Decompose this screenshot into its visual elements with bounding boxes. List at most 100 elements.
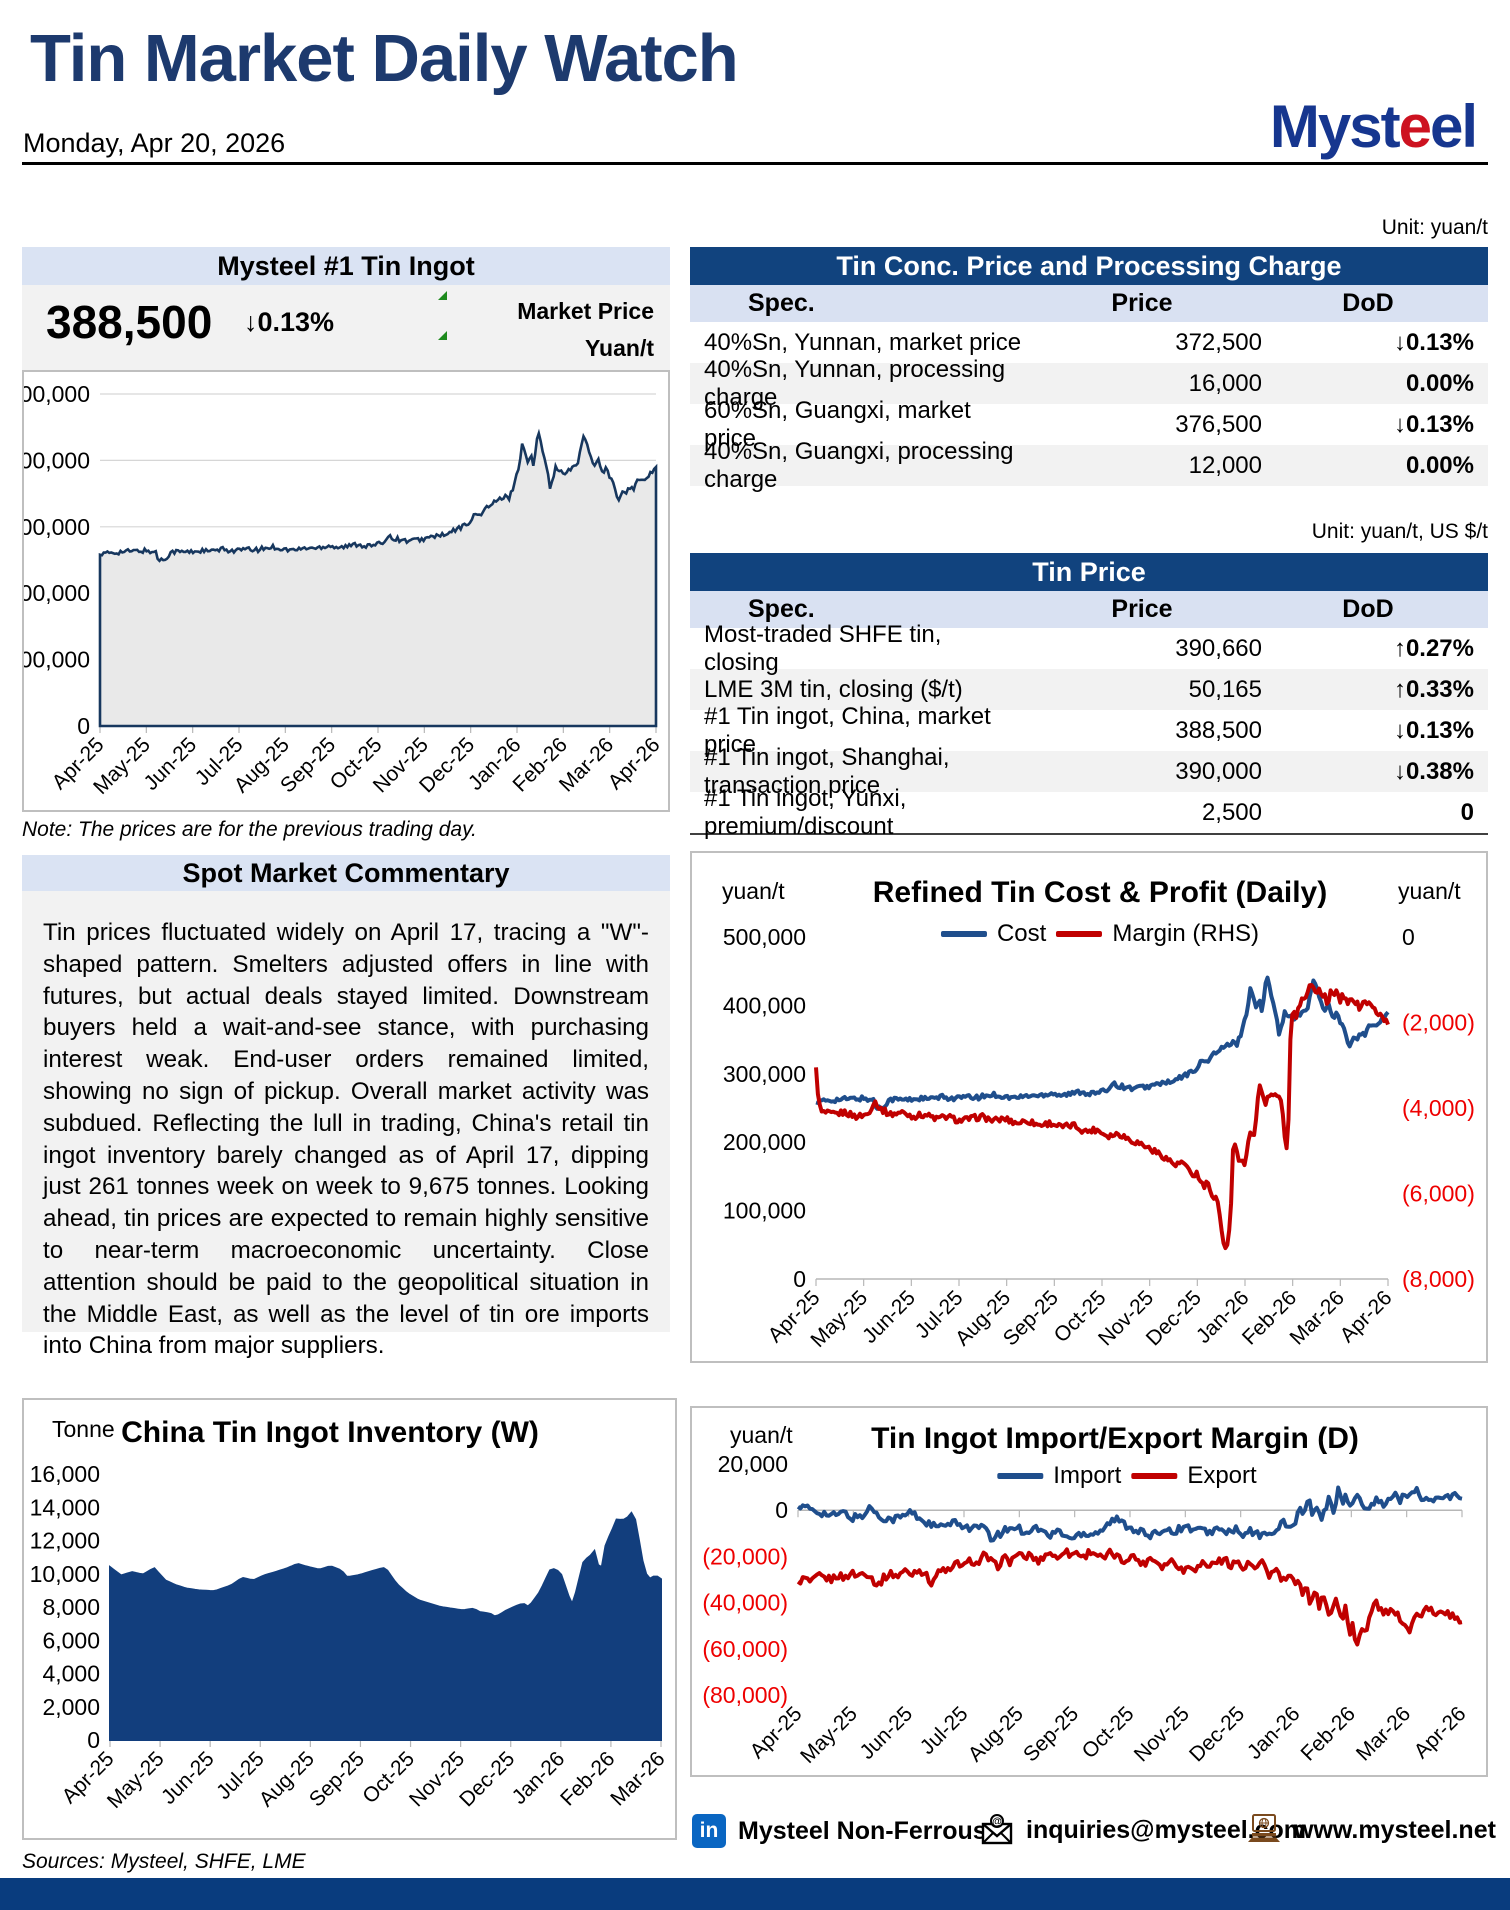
table-cell: 40%Sn, Yunnan, market price — [704, 328, 1022, 356]
x-axis-label: Jan-26 — [1243, 1702, 1305, 1764]
table-cell: #1 Tin ingot, China, market price — [704, 702, 991, 758]
table-cell: 16,000 — [1188, 369, 1262, 397]
import-swatch-icon — [997, 1473, 1044, 1479]
table-cell: 40%Sn, Guangxi, processing charge — [704, 437, 1014, 493]
table-row: 60%Sn, Guangxi, market price 376,500 ↓0.13… — [690, 397, 1488, 452]
table-row: #1 Tin ingot, Yunxi, premium/discount 2,5… — [690, 785, 1488, 840]
table-cell: Most-traded SHFE tin, closing — [704, 620, 942, 676]
y-axis-label: 200,000 — [22, 580, 90, 606]
unit-label-2: Unit: yuan/t, US $/t — [1311, 520, 1488, 543]
price-card-body: 388,500 ↓0.13% Market Price Yuan/t — [22, 285, 670, 370]
y-axis-label: 20,000 — [718, 1451, 788, 1477]
y-axis-label: (60,000) — [702, 1636, 788, 1662]
chart-title: China Tin Ingot Inventory (W) — [121, 1416, 539, 1449]
y-axis-label: 500,000 — [22, 381, 90, 407]
y-axis-label: 0 — [775, 1497, 788, 1523]
x-axis-label: Jun-25 — [140, 733, 202, 795]
cost-profit-chart: Apr-25May-25Jun-25Jul-25Aug-25Sep-25Oct-… — [690, 851, 1488, 1363]
mysteel-logo: Mysteel — [1269, 92, 1478, 161]
x-axis-label: Aug-25 — [255, 1747, 319, 1811]
x-axis-label: Jun-25 — [856, 1702, 918, 1764]
tin-conc-table: Tin Conc. Price and Processing Charge Sp… — [690, 247, 1488, 493]
table-cell: 2,500 — [1201, 798, 1262, 826]
x-axis-label: Feb-26 — [556, 1747, 619, 1810]
y-axis-label: 100,000 — [22, 647, 90, 673]
linkedin-label: Mysteel Non-Ferrous — [738, 1816, 987, 1845]
table-cell: ↓0.38% — [1393, 757, 1474, 785]
y-axis-label-right: 0 — [1402, 924, 1415, 950]
table-row: 40%Sn, Yunnan, processing charge 16,000 0.… — [690, 356, 1488, 411]
x-axis-label: Mar-26 — [606, 1747, 669, 1810]
margin-swatch-icon — [1056, 931, 1103, 937]
series-1 — [796, 1547, 1463, 1647]
table-cell: 390,660 — [1175, 634, 1262, 662]
y-axis-label: 8,000 — [42, 1594, 100, 1620]
x-axis-label: Mar-26 — [1286, 1286, 1349, 1349]
y-axis-label: 10,000 — [30, 1561, 100, 1587]
table-row: 40%Sn, Guangxi, processing charge 12,000 0… — [690, 438, 1488, 493]
x-axis-label: Oct-25 — [1078, 1702, 1139, 1763]
x-axis-label: Jun-25 — [157, 1747, 219, 1809]
column-header: Price — [1111, 289, 1173, 317]
y-axis-label: 500,000 — [723, 924, 806, 950]
table-cell: ↓0.13% — [1393, 410, 1474, 438]
x-axis-label: Apr-26 — [1336, 1286, 1397, 1347]
right-axis-unit: yuan/t — [1398, 878, 1461, 904]
logo-accent: e — [1398, 93, 1432, 160]
x-axis-label: Sep-25 — [305, 1747, 369, 1811]
column-header: DoD — [1342, 595, 1394, 623]
linkedin-link[interactable]: in Mysteel Non-Ferrous — [692, 1814, 987, 1848]
x-axis-label: Mar-26 — [1352, 1702, 1415, 1765]
chart-title: Tin Ingot Import/Export Margin (D) — [871, 1422, 1359, 1455]
legend-label: Cost — [996, 920, 1047, 947]
y-axis-label-right: (8,000) — [1402, 1266, 1475, 1292]
email-link[interactable]: @ inquiries@mysteel.com — [980, 1814, 1306, 1846]
table-cell: 0.00% — [1405, 369, 1474, 397]
table-cell: ↓0.13% — [1393, 328, 1474, 356]
table-header-row: Spec. Price DoD — [690, 591, 1488, 628]
y-axis-label: (80,000) — [702, 1682, 788, 1708]
y-axis-label: (20,000) — [702, 1543, 788, 1569]
note-text: Note: The prices are for the previous tr… — [22, 818, 477, 841]
header-divider — [22, 162, 1488, 165]
column-header: Spec. — [748, 289, 815, 317]
website-icon — [1248, 1814, 1280, 1842]
table-cell: 0 — [1460, 798, 1474, 826]
y-axis-label: 0 — [793, 1266, 806, 1292]
y-axis-label: 2,000 — [42, 1694, 100, 1720]
table-title: Tin Conc. Price and Processing Charge — [690, 247, 1488, 285]
chart-title: Refined Tin Cost & Profit (Daily) — [872, 876, 1328, 909]
table-row: LME 3M tin, closing ($/t) 50,165 ↑0.33% — [690, 669, 1488, 710]
price-card-header: Mysteel #1 Tin Ingot — [22, 247, 670, 285]
x-axis-label: Dec-25 — [1185, 1702, 1249, 1766]
chart-legend: Cost Margin (RHS) — [940, 920, 1260, 948]
column-header: DoD — [1342, 289, 1394, 317]
logo-text: el — [1429, 93, 1478, 160]
price-change: ↓0.13% — [244, 307, 335, 337]
legend-label: Margin (RHS) — [1112, 920, 1260, 947]
marker-triangle-icon — [438, 331, 447, 340]
y-axis-label: 200,000 — [723, 1129, 806, 1155]
x-axis-label: Jun-25 — [858, 1286, 920, 1348]
y-axis-label: 6,000 — [42, 1627, 100, 1653]
y-axis-label: 12,000 — [30, 1528, 100, 1554]
website-link[interactable]: www.mysteel.net — [1246, 1814, 1496, 1846]
x-axis-label: May-25 — [103, 1747, 169, 1813]
left-axis-unit: yuan/t — [730, 1422, 793, 1448]
price-unit-label: Yuan/t — [584, 335, 654, 361]
table-row: 40%Sn, Yunnan, market price 372,500 ↓0.13% — [690, 322, 1488, 363]
y-axis-label: 0 — [87, 1727, 100, 1753]
price-card-labels: Market Price Yuan/t — [517, 293, 654, 367]
bottom-bar — [0, 1878, 1510, 1910]
x-axis-label: Nov-25 — [405, 1747, 469, 1811]
x-axis-label: May-25 — [796, 1702, 862, 1768]
y-axis-label: (40,000) — [702, 1590, 788, 1616]
table-cell: 60%Sn, Guangxi, market price — [704, 396, 971, 452]
x-axis-label: Nov-25 — [1130, 1702, 1194, 1766]
linkedin-icon: in — [692, 1814, 726, 1848]
y-axis-label: 4,000 — [42, 1661, 100, 1687]
legend-label: Import — [1053, 1462, 1122, 1489]
logo-text: Myst — [1269, 93, 1401, 160]
import-export-chart: Apr-25May-25Jun-25Jul-25Aug-25Sep-25Oct-… — [690, 1406, 1488, 1777]
